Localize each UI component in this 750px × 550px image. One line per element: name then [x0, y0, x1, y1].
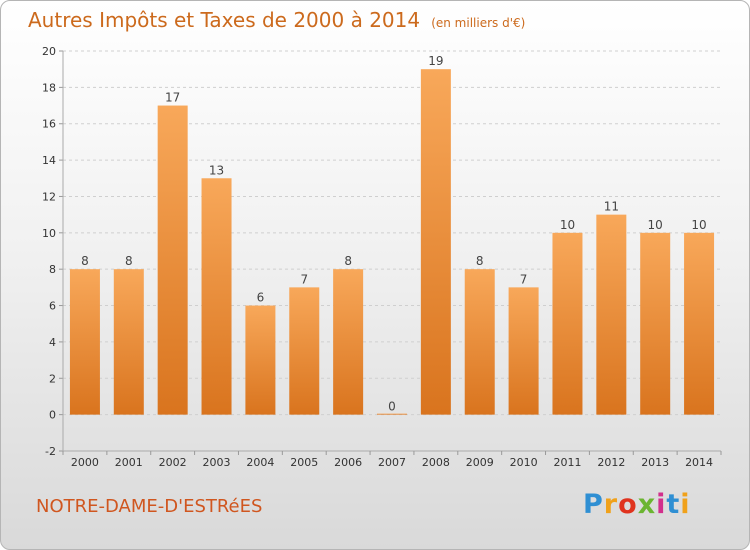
bar: [420, 69, 451, 415]
data-label: 19: [428, 54, 443, 68]
data-label: 11: [604, 200, 619, 214]
y-tick-label: 16: [42, 118, 56, 131]
data-label: 8: [125, 254, 133, 268]
y-tick-label: 6: [49, 300, 56, 313]
bar: [333, 269, 364, 415]
bar: [201, 178, 232, 415]
x-tick-label: 2014: [685, 456, 713, 469]
data-label: 0: [388, 400, 396, 414]
commune-name: NOTRE-DAME-D'ESTRéES: [36, 496, 263, 517]
data-label: 8: [81, 254, 89, 268]
y-tick-label: 18: [42, 81, 56, 94]
bar: [684, 232, 715, 415]
x-tick-label: 2011: [553, 456, 581, 469]
bar: [113, 269, 144, 415]
data-label: 10: [648, 218, 663, 232]
x-tick-label: 2006: [334, 456, 362, 469]
bar: [245, 305, 276, 415]
data-label: 6: [257, 291, 265, 305]
x-tick-label: 2012: [597, 456, 625, 469]
y-tick-label: -2: [45, 445, 56, 458]
bar: [289, 287, 320, 415]
x-tick-label: 2007: [378, 456, 406, 469]
bar: [552, 232, 583, 415]
y-tick-label: 10: [42, 227, 56, 240]
x-tick-label: 2013: [641, 456, 669, 469]
chart-subtitle: (en milliers d'€): [431, 16, 526, 30]
x-tick-label: 2010: [510, 456, 538, 469]
proxiti-logo: Proxiti: [583, 489, 691, 520]
data-label: 17: [165, 91, 180, 105]
bar: [596, 214, 627, 415]
bar: [377, 413, 407, 415]
chart-title: Autres Impôts et Taxes de 2000 à 2014 (e…: [28, 8, 525, 32]
x-tick-label: 2009: [466, 456, 494, 469]
data-label: 8: [344, 254, 352, 268]
y-tick-label: 20: [42, 45, 56, 58]
y-tick-label: 8: [49, 263, 56, 276]
x-tick-label: 2001: [115, 456, 143, 469]
x-tick-label: 2003: [203, 456, 231, 469]
chart-title-text: Autres Impôts et Taxes de 2000 à 2014: [28, 8, 421, 32]
x-tick-label: 2002: [159, 456, 187, 469]
data-label: 7: [300, 272, 308, 286]
y-tick-label: 2: [49, 372, 56, 385]
data-label: 10: [691, 218, 706, 232]
bar: [640, 232, 671, 415]
data-label: 8: [476, 254, 484, 268]
bar: [69, 269, 100, 415]
y-tick-label: 12: [42, 190, 56, 203]
x-tick-label: 2005: [290, 456, 318, 469]
y-tick-label: 4: [49, 336, 56, 349]
bar: [464, 269, 495, 415]
y-tick-label: 0: [49, 409, 56, 422]
bar: [157, 105, 188, 415]
data-label: 13: [209, 163, 224, 177]
x-tick-label: 2000: [71, 456, 99, 469]
x-tick-label: 2004: [246, 456, 274, 469]
bar: [508, 287, 539, 415]
data-label: 7: [520, 272, 528, 286]
data-label: 10: [560, 218, 575, 232]
y-tick-label: 14: [42, 154, 56, 167]
x-tick-label: 2008: [422, 456, 450, 469]
